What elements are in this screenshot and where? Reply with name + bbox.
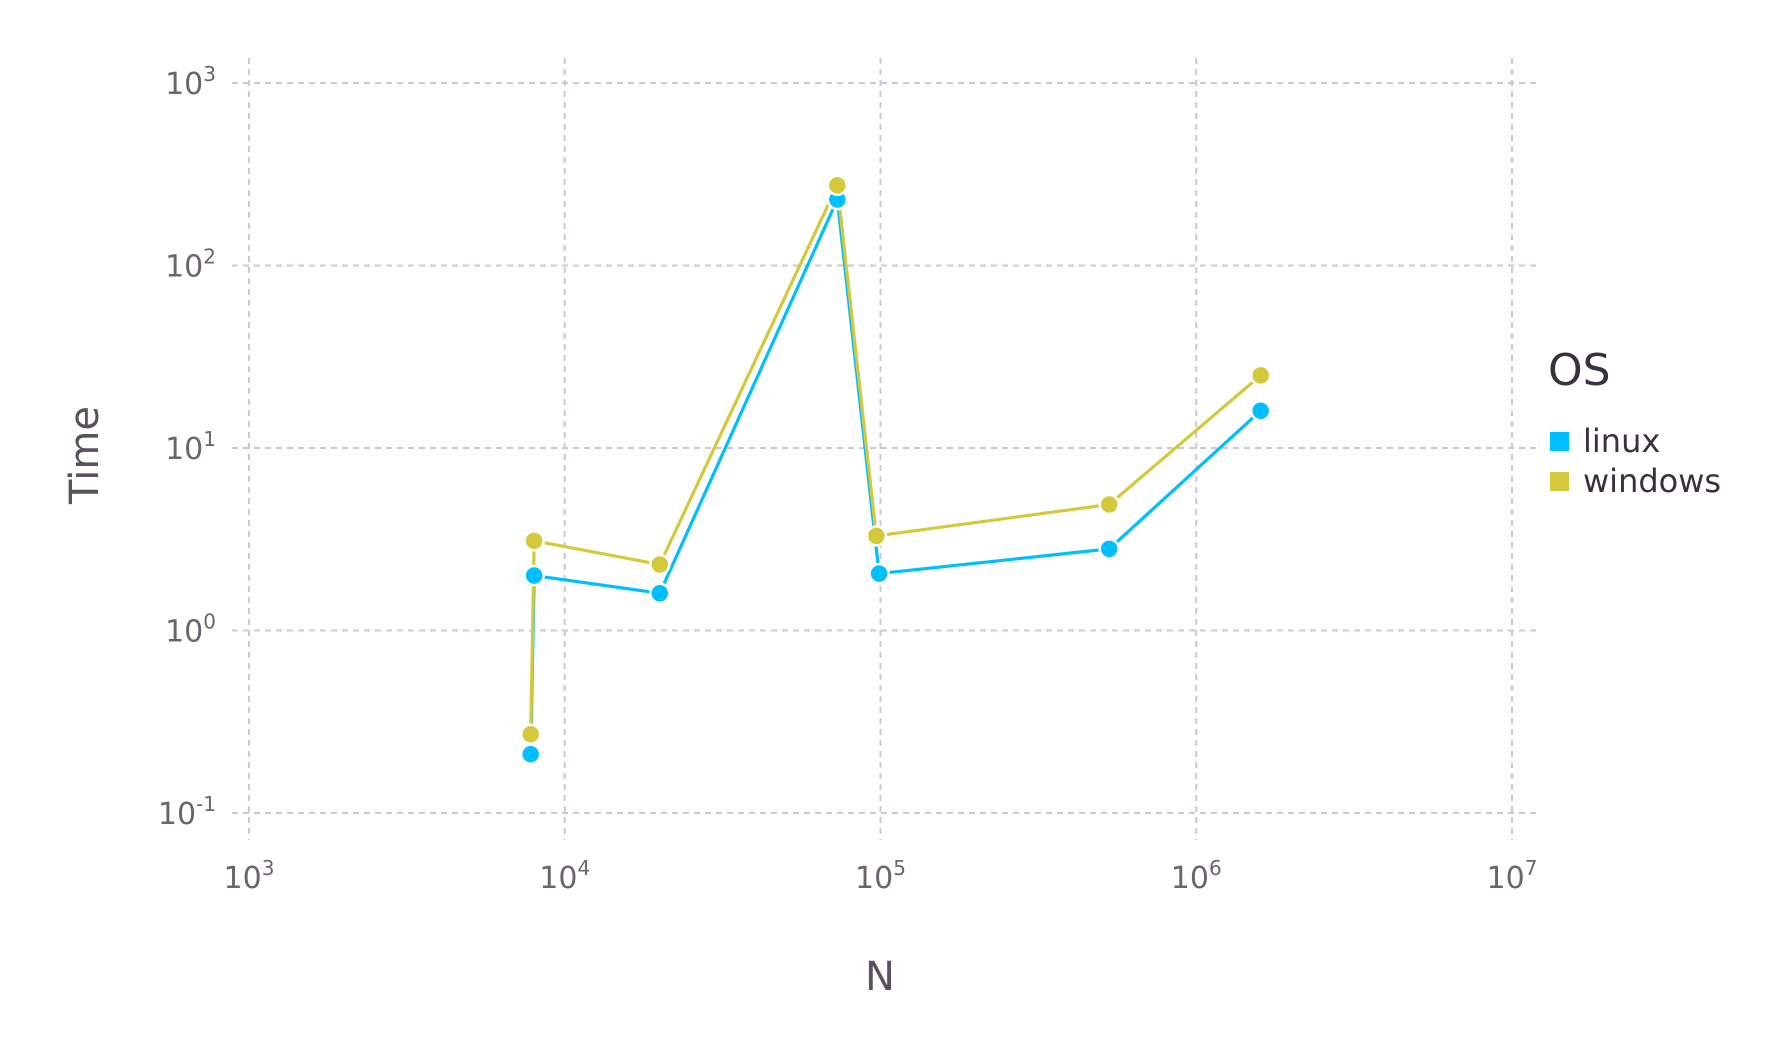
y-tick-label: 101 (165, 427, 216, 467)
series-line-windows (529, 183, 1262, 735)
legend-label-windows: windows (1583, 462, 1721, 500)
series-line-linux (529, 197, 1262, 755)
data-point-windows (1249, 364, 1272, 387)
legend-label-linux: linux (1583, 422, 1660, 460)
y-axis-title: Time (62, 406, 108, 505)
y-tick-label: 102 (165, 245, 216, 285)
data-point-linux (649, 582, 671, 604)
x-tick-label: 107 (1487, 856, 1538, 896)
data-point-linux (519, 743, 542, 765)
x-tick-label: 106 (1171, 856, 1222, 896)
y-tick-label: 100 (165, 610, 216, 650)
legend-swatch-windows (1550, 472, 1569, 491)
x-tick-label: 104 (539, 856, 590, 896)
data-point-linux (868, 562, 890, 585)
x-tick-label: 103 (224, 856, 275, 896)
data-point-windows (523, 530, 545, 552)
tick-labels: 103 104 105 106 107 103 102 101 100 10-1 (158, 62, 1538, 896)
legend-title: OS (1548, 345, 1611, 396)
data-point-linux (1249, 399, 1272, 422)
data-point-windows (826, 174, 849, 197)
data-point-windows (865, 525, 888, 547)
grid (232, 58, 1538, 840)
series-lines (529, 183, 1262, 755)
data-point-linux (523, 564, 545, 587)
data-point-windows (649, 553, 671, 576)
data-point-windows (1098, 493, 1120, 516)
series-points (519, 174, 1272, 765)
data-point-linux (1098, 538, 1120, 560)
x-axis-title: N (865, 954, 895, 1000)
legend-swatch-linux (1550, 432, 1569, 451)
y-tick-label: 10-1 (158, 792, 216, 832)
y-tick-label: 103 (165, 62, 216, 102)
x-tick-label: 105 (855, 856, 906, 896)
data-point-windows (519, 723, 542, 746)
